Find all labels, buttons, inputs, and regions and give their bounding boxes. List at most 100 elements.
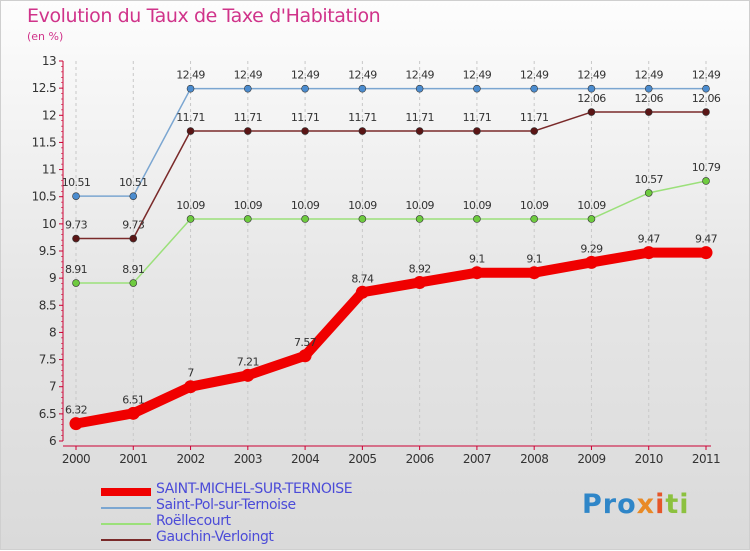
legend-swatch bbox=[101, 507, 151, 509]
y-tick-label: 6 bbox=[49, 434, 56, 448]
data-label: 10.57 bbox=[634, 173, 663, 186]
data-point bbox=[184, 380, 198, 394]
data-label: 9.73 bbox=[122, 219, 145, 232]
data-label: 11.71 bbox=[405, 111, 434, 124]
x-tick-label: 2002 bbox=[176, 452, 204, 466]
data-point bbox=[415, 127, 424, 135]
data-point bbox=[72, 192, 80, 200]
legend-swatch bbox=[101, 523, 151, 525]
data-point bbox=[186, 215, 195, 223]
legend-swatch bbox=[101, 539, 151, 541]
data-label: 9.47 bbox=[695, 233, 718, 246]
data-point bbox=[301, 215, 309, 223]
data-point bbox=[702, 177, 710, 185]
data-label: 11.71 bbox=[348, 111, 377, 124]
data-label: 12.49 bbox=[634, 69, 663, 82]
data-point bbox=[72, 279, 80, 287]
data-point bbox=[644, 108, 653, 116]
data-label: 9.73 bbox=[65, 219, 88, 232]
series-line bbox=[71, 247, 711, 429]
chart-unit-label: (en %) bbox=[27, 30, 64, 43]
data-point bbox=[473, 84, 481, 93]
data-point bbox=[186, 84, 195, 93]
data-point bbox=[129, 234, 138, 243]
y-tick-label: 9 bbox=[49, 271, 56, 285]
data-point bbox=[415, 215, 424, 223]
data-label: 10.51 bbox=[119, 176, 148, 189]
data-point bbox=[642, 246, 656, 260]
data-label: 11.71 bbox=[520, 111, 549, 124]
data-label: 7 bbox=[187, 367, 194, 380]
data-label: 12.49 bbox=[234, 69, 263, 82]
data-label: 12.49 bbox=[176, 69, 205, 82]
x-tick-label: 2001 bbox=[119, 452, 147, 466]
legend-label: SAINT-MICHEL-SUR-TERNOISE bbox=[156, 481, 353, 497]
data-label: 11.71 bbox=[234, 111, 263, 124]
y-tick-label: 10.5 bbox=[32, 190, 56, 204]
data-point bbox=[644, 84, 653, 93]
y-tick-label: 6.5 bbox=[39, 407, 56, 421]
data-label: 12.49 bbox=[520, 69, 549, 82]
data-label: 12.06 bbox=[692, 92, 721, 105]
y-tick-label: 11 bbox=[42, 163, 56, 177]
x-tick-label: 2007 bbox=[463, 452, 491, 466]
data-label: 10.79 bbox=[692, 161, 721, 174]
data-label: 10.09 bbox=[348, 199, 377, 212]
data-label: 8.91 bbox=[65, 263, 87, 276]
data-label: 7.21 bbox=[237, 355, 259, 368]
data-point bbox=[298, 349, 312, 363]
data-point bbox=[584, 255, 598, 269]
data-point bbox=[415, 84, 424, 93]
data-point bbox=[72, 234, 80, 243]
data-label: 10.09 bbox=[176, 199, 205, 212]
data-label: 9.29 bbox=[580, 242, 603, 255]
x-tick-label: 2009 bbox=[577, 452, 605, 466]
series-line bbox=[75, 87, 707, 197]
x-tick-label: 2000 bbox=[62, 452, 90, 466]
legend-label: Roëllecourt bbox=[156, 513, 231, 529]
data-point bbox=[587, 84, 596, 93]
data-point bbox=[301, 127, 309, 135]
data-point bbox=[702, 108, 710, 116]
data-label: 10.09 bbox=[520, 199, 549, 212]
data-point bbox=[702, 84, 710, 93]
series-line bbox=[75, 180, 707, 284]
data-point bbox=[530, 127, 538, 135]
data-label: 10.09 bbox=[291, 199, 320, 212]
data-label: 8.91 bbox=[122, 263, 144, 276]
data-label: 12.49 bbox=[405, 69, 434, 82]
x-tick-label: 2006 bbox=[406, 452, 434, 466]
data-label: 12.49 bbox=[577, 69, 606, 82]
data-point bbox=[587, 215, 596, 223]
data-point bbox=[530, 84, 538, 93]
data-label: 12.06 bbox=[577, 92, 606, 105]
y-tick-label: 8 bbox=[49, 325, 56, 339]
data-label: 10.09 bbox=[463, 199, 492, 212]
x-tick-label: 2003 bbox=[234, 452, 262, 466]
data-label: 8.74 bbox=[351, 272, 374, 285]
x-tick-label: 2010 bbox=[635, 452, 663, 466]
chart-title: Evolution du Taux de Taxe d'Habitation bbox=[27, 5, 381, 27]
proxiti-logo: Proxiti bbox=[582, 489, 690, 520]
data-point bbox=[644, 189, 653, 197]
series-line bbox=[75, 111, 707, 240]
y-tick-label: 13 bbox=[42, 54, 56, 68]
data-point bbox=[699, 246, 713, 260]
data-label: 11.71 bbox=[291, 111, 320, 124]
data-label: 11.71 bbox=[463, 111, 492, 124]
y-tick-label: 7.5 bbox=[39, 353, 56, 367]
y-tick-label: 8.5 bbox=[39, 298, 56, 312]
data-label: 7.57 bbox=[294, 336, 317, 349]
y-tick-label: 7 bbox=[49, 380, 56, 394]
y-tick-label: 11.5 bbox=[32, 135, 56, 149]
y-tick-label: 12.5 bbox=[32, 81, 56, 95]
legend-swatch bbox=[101, 488, 151, 496]
data-point bbox=[473, 215, 481, 223]
data-label: 8.92 bbox=[409, 262, 431, 275]
data-point bbox=[358, 127, 367, 135]
y-tick-label: 12 bbox=[42, 108, 56, 122]
y-tick-label: 9.5 bbox=[39, 244, 56, 258]
data-label: 6.51 bbox=[122, 393, 144, 406]
